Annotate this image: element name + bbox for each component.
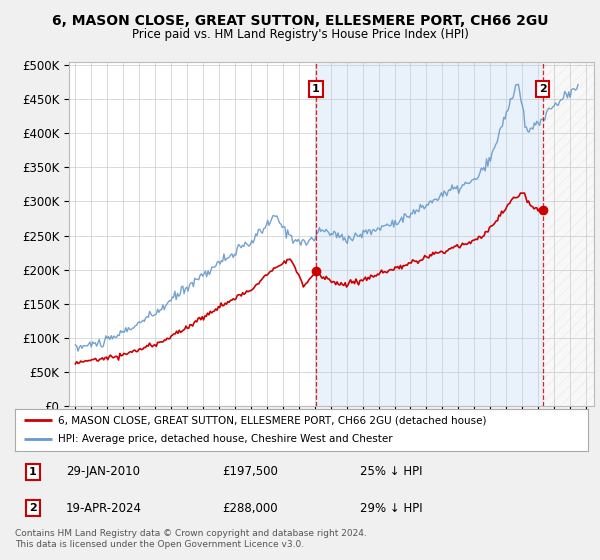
Text: 25% ↓ HPI: 25% ↓ HPI: [360, 465, 422, 478]
Bar: [543, 62, 594, 406]
Text: 1: 1: [312, 84, 320, 94]
Text: Contains HM Land Registry data © Crown copyright and database right 2024.
This d: Contains HM Land Registry data © Crown c…: [15, 529, 367, 549]
Text: 6, MASON CLOSE, GREAT SUTTON, ELLESMERE PORT, CH66 2GU (detached house): 6, MASON CLOSE, GREAT SUTTON, ELLESMERE …: [58, 415, 487, 425]
Text: 2: 2: [539, 84, 547, 94]
Text: £288,000: £288,000: [222, 502, 278, 515]
Text: £197,500: £197,500: [222, 465, 278, 478]
Text: 6, MASON CLOSE, GREAT SUTTON, ELLESMERE PORT, CH66 2GU: 6, MASON CLOSE, GREAT SUTTON, ELLESMERE …: [52, 14, 548, 28]
Text: Price paid vs. HM Land Registry's House Price Index (HPI): Price paid vs. HM Land Registry's House …: [131, 28, 469, 41]
Text: 29% ↓ HPI: 29% ↓ HPI: [360, 502, 422, 515]
Bar: [316, 62, 543, 406]
Text: 1: 1: [29, 467, 37, 477]
Text: 2: 2: [29, 503, 37, 513]
Text: 19-APR-2024: 19-APR-2024: [66, 502, 142, 515]
Text: 29-JAN-2010: 29-JAN-2010: [66, 465, 140, 478]
Text: HPI: Average price, detached house, Cheshire West and Chester: HPI: Average price, detached house, Ches…: [58, 435, 392, 445]
